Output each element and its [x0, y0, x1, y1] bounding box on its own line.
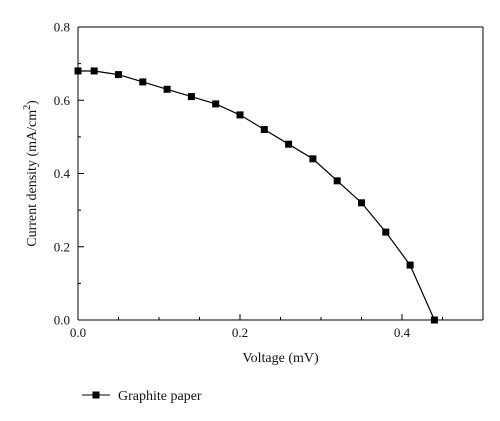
data-point — [74, 67, 82, 75]
data-point — [358, 199, 365, 207]
data-point — [406, 261, 414, 269]
data-point — [212, 100, 220, 108]
y-axis-title-close: ) — [25, 100, 40, 105]
data-point — [382, 228, 390, 236]
data-point — [90, 67, 98, 75]
data-point — [163, 85, 171, 93]
y-tick-label: 0.2 — [54, 239, 70, 254]
x-axis-title: Voltage (mV) — [242, 351, 319, 366]
x-tick-label: 0.4 — [394, 325, 411, 340]
y-tick-label: 0.8 — [54, 20, 70, 35]
x-tick-label: 0.2 — [232, 325, 248, 340]
series-line — [78, 70, 435, 321]
legend: Graphite paper — [82, 389, 202, 404]
data-point — [187, 93, 195, 101]
data-point — [236, 111, 244, 119]
data-point — [309, 155, 317, 163]
x-tick-label: 0.0 — [70, 325, 86, 340]
data-point — [333, 177, 341, 185]
legend-label: Graphite paper — [118, 389, 202, 404]
x-axis-ticks: 0.0 0.2 0.4 — [70, 314, 484, 340]
plot-frame — [77, 26, 484, 321]
y-tick-label: 0.4 — [54, 166, 71, 181]
y-tick-label: 0.6 — [54, 93, 71, 108]
data-point — [430, 316, 438, 324]
data-point — [285, 140, 293, 148]
data-point — [139, 78, 147, 86]
data-point — [260, 126, 268, 134]
data-point — [115, 71, 122, 79]
y-tick-label: 0.0 — [54, 313, 70, 328]
y-axis-title-superscript: 2 — [22, 105, 33, 110]
y-axis-title-main: Current density (mA/cm — [25, 110, 40, 247]
legend-square-marker — [92, 391, 100, 399]
series-layer — [74, 67, 438, 324]
y-axis-title: Current density (mA/cm2) — [22, 100, 40, 247]
y-axis-ticks: 0.0 0.2 0.4 0.6 0.8 — [54, 20, 84, 328]
